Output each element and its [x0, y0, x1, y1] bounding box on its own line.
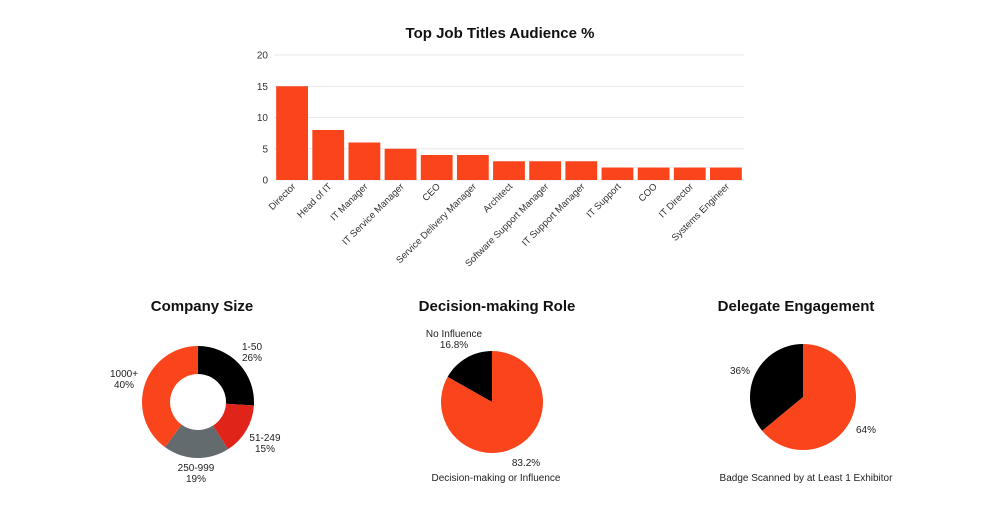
delegate-engagement-slices — [750, 344, 856, 450]
bar-coo — [637, 167, 670, 180]
bar-software-support-manager — [529, 161, 562, 180]
x-tick-it-support-manager: IT Support Manager — [520, 181, 587, 248]
bar-it-support-manager — [565, 161, 598, 180]
delegate-engagement-chart: Delegate Engagement 36% 64% Badge Scanne… — [718, 298, 893, 484]
bar-ceo — [420, 155, 453, 180]
slice-51-249 — [213, 403, 254, 450]
y-tick-5: 5 — [262, 144, 268, 155]
slice-label-name-250-999: 250-999 — [178, 463, 215, 474]
x-tick-it-service-manager: IT Service Manager — [340, 181, 406, 247]
company-size-title: Company Size — [151, 298, 254, 315]
y-tick-20: 20 — [257, 51, 269, 62]
bar-series — [276, 86, 742, 180]
bar-architect — [493, 161, 525, 180]
bar-it-manager — [348, 142, 381, 180]
bar-it-service-manager — [384, 148, 417, 180]
bar-it-support — [601, 167, 634, 180]
slice-slice-1 — [750, 344, 803, 431]
slice-1000 — [141, 346, 198, 448]
slice-label-name-1-50: 1-50 — [242, 342, 262, 353]
bar-it-director — [673, 167, 706, 180]
slice-label-name-badge-scanned: Badge Scanned by at Least 1 Exhibitor — [720, 473, 894, 484]
x-tick-ceo: CEO — [420, 181, 442, 203]
slice-label-name-51-249: 51-249 — [249, 433, 281, 444]
company-size-chart: Company Size 1-50 26% 51-249 15% 250-999… — [110, 298, 281, 485]
bar-systems-engineer — [710, 167, 742, 180]
x-tick-it-support: IT Support — [585, 181, 624, 220]
slice-label-name-decision: Decision-making or Influence — [432, 473, 561, 484]
slice-1-50 — [198, 346, 254, 406]
x-tick-coo: COO — [637, 181, 660, 204]
slice-label-pct-1000plus: 40% — [114, 380, 134, 391]
slice-250-999 — [165, 424, 229, 458]
slice-label-pct-64: 64% — [856, 425, 876, 436]
bar-y-axis: 0 5 10 15 20 — [257, 51, 269, 187]
y-tick-0: 0 — [262, 176, 268, 187]
slice-decision-making-or-influence — [441, 350, 543, 453]
bar-head-of-it — [312, 130, 345, 180]
slice-label-name-no-influence: No Influence — [426, 329, 483, 340]
slice-label-pct-250-999: 19% — [186, 474, 206, 485]
y-tick-15: 15 — [257, 82, 269, 93]
company-size-slices — [141, 346, 254, 458]
slice-label-pct-36: 36% — [730, 366, 750, 377]
x-tick-director: Director — [267, 181, 298, 212]
x-tick-architect: Architect — [481, 181, 515, 215]
decision-role-slices — [441, 350, 543, 453]
bar-chart-title: Top Job Titles Audience % — [406, 25, 595, 42]
slice-label-pct-1-50: 26% — [242, 353, 262, 364]
bar-director — [276, 86, 308, 180]
slice-badge-scanned-by-at-least-1-exhibitor — [762, 344, 856, 450]
slice-label-pct-51-249: 15% — [255, 444, 275, 455]
job-titles-bar-chart: Top Job Titles Audience % 0 5 10 15 20 Direc… — [257, 25, 744, 269]
slice-label-name-1000plus: 1000+ — [110, 369, 138, 380]
decision-role-title: Decision-making Role — [419, 298, 576, 315]
slice-label-pct-decision: 83.2% — [512, 458, 540, 469]
slice-label-pct-no-influence: 16.8% — [440, 340, 468, 351]
decision-role-chart: Decision-making Role No Influence 16.8% … — [419, 298, 576, 484]
y-tick-10: 10 — [257, 113, 269, 124]
bar-service-delivery-manager — [456, 155, 489, 180]
slice-no-influence — [447, 351, 492, 402]
delegate-engagement-title: Delegate Engagement — [718, 298, 875, 315]
